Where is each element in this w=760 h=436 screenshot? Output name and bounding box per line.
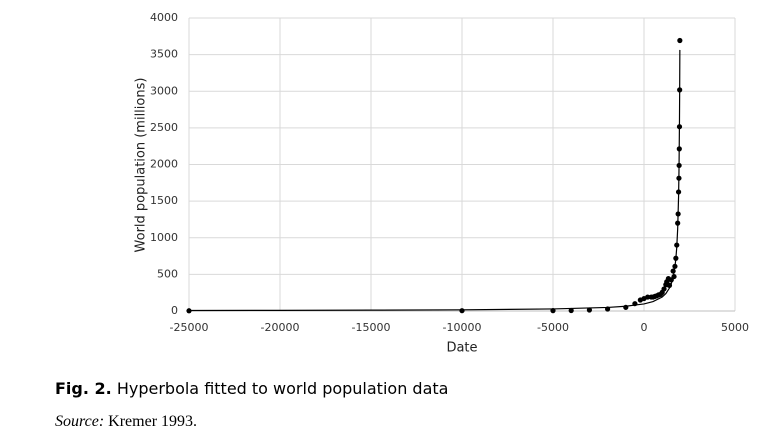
- y-tick-label: 1000: [150, 231, 178, 244]
- x-axis-title: Date: [446, 341, 477, 356]
- source: Source: Kremer 1993.: [55, 413, 197, 430]
- point: [677, 37, 683, 44]
- x-tick-label: -10000: [443, 321, 482, 334]
- source-text: Kremer 1993.: [108, 413, 197, 430]
- x-tick-label: -20000: [261, 321, 300, 334]
- x-tick-label: -15000: [352, 321, 391, 334]
- caption: Fig. 2. Hyperbola fitted to world popula…: [55, 379, 448, 398]
- point: [645, 294, 651, 300]
- point: [661, 286, 667, 292]
- y-axis-title: World population (millions): [134, 78, 149, 253]
- y-tick-label: 0: [171, 304, 178, 317]
- caption-text: Hyperbola fitted to world population dat…: [117, 379, 449, 398]
- y-tick-label: 2000: [150, 158, 178, 171]
- point: [568, 307, 574, 314]
- fit-line: [188, 49, 681, 312]
- y-tick-label: 2500: [150, 121, 178, 134]
- x-tick-label: 5000: [721, 321, 749, 334]
- y-tick-label: 3500: [150, 48, 178, 61]
- y-tick-label: 4000: [150, 11, 178, 24]
- caption-label: Fig. 2.: [55, 379, 112, 398]
- y-tick-label: 1500: [150, 194, 178, 207]
- source-label: Source:: [55, 413, 104, 430]
- x-tick-label: -25000: [170, 321, 209, 334]
- point: [459, 308, 465, 314]
- x-tick-label: 0: [641, 321, 648, 334]
- x-tick-label: -5000: [537, 321, 569, 334]
- y-tick-label: 500: [157, 267, 178, 280]
- point: [186, 308, 192, 314]
- y-tick-label: 3000: [150, 84, 178, 97]
- point: [586, 307, 593, 313]
